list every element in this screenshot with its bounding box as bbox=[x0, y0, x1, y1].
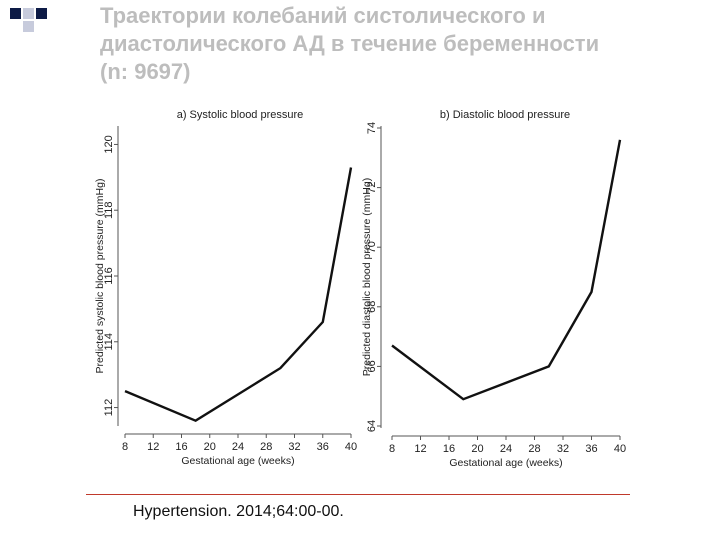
diastolic-y-tick-label: 68 bbox=[366, 301, 378, 313]
slide-decoration bbox=[10, 8, 47, 32]
diastolic-x-tick-label: 32 bbox=[557, 443, 569, 455]
systolic-x-tick-label: 16 bbox=[175, 441, 187, 453]
diastolic-x-tick-label: 36 bbox=[585, 443, 597, 455]
systolic-x-tick-label: 24 bbox=[232, 441, 244, 453]
diastolic-y-tick-label: 64 bbox=[366, 420, 378, 432]
systolic-y-axis-label: Predicted systolic blood pressure (mmHg) bbox=[94, 179, 106, 374]
diastolic-x-tick-label: 40 bbox=[614, 443, 626, 455]
systolic-y-tick-label: 116 bbox=[103, 267, 115, 285]
systolic-y-tick-label: 120 bbox=[103, 135, 115, 153]
diastolic-series-line bbox=[391, 139, 622, 401]
decor-square-light bbox=[23, 21, 34, 32]
decor-square-dark bbox=[10, 8, 21, 19]
diastolic-chart-title: b) Diastolic blood pressure bbox=[440, 109, 570, 121]
diastolic-y-axis-label: Predicted diastolic blood pressure (mmHg… bbox=[361, 178, 373, 376]
systolic-x-axis-label: Gestational age (weeks) bbox=[181, 455, 294, 467]
systolic-x-tick-label: 12 bbox=[147, 441, 159, 453]
systolic-x-tick-label: 36 bbox=[317, 441, 329, 453]
systolic-chart-title: a) Systolic blood pressure bbox=[177, 109, 304, 121]
diastolic-x-tick-label: 16 bbox=[443, 443, 455, 455]
decor-square-dark bbox=[36, 8, 47, 19]
systolic-x-tick-label: 20 bbox=[204, 441, 216, 453]
diastolic-y-tick-label: 74 bbox=[366, 122, 378, 134]
slide-title: Траектории колебаний систолического и ди… bbox=[100, 3, 600, 84]
diastolic-x-tick-label: 28 bbox=[528, 443, 540, 455]
decor-square-light bbox=[23, 8, 34, 19]
diastolic-x-tick-label: 12 bbox=[414, 443, 426, 455]
systolic-y-tick-label: 114 bbox=[103, 333, 115, 351]
chart-area: a) Systolic blood pressure 112 114 116 118 12… bbox=[94, 109, 626, 469]
systolic-x-tick-label: 8 bbox=[122, 441, 128, 453]
systolic-y-tick-label: 112 bbox=[103, 399, 115, 417]
footer-divider bbox=[86, 494, 630, 495]
diastolic-x-tick-label: 20 bbox=[471, 443, 483, 455]
diastolic-x-axis-label: Gestational age (weeks) bbox=[449, 457, 562, 469]
diastolic-x-tick-label: 24 bbox=[500, 443, 512, 455]
diastolic-y-tick-label: 70 bbox=[366, 241, 378, 253]
systolic-x-tick-label: 40 bbox=[345, 441, 357, 453]
citation: Hypertension. 2014;64:00-00. bbox=[133, 503, 344, 520]
systolic-x-tick-label: 28 bbox=[260, 441, 272, 453]
diastolic-x-tick-label: 8 bbox=[389, 443, 395, 455]
diastolic-y-tick-label: 66 bbox=[366, 360, 378, 372]
systolic-x-tick-label: 32 bbox=[288, 441, 300, 453]
diastolic-y-tick-label: 72 bbox=[366, 181, 378, 193]
systolic-y-tick-label: 118 bbox=[103, 201, 115, 219]
systolic-series-line bbox=[124, 167, 353, 423]
